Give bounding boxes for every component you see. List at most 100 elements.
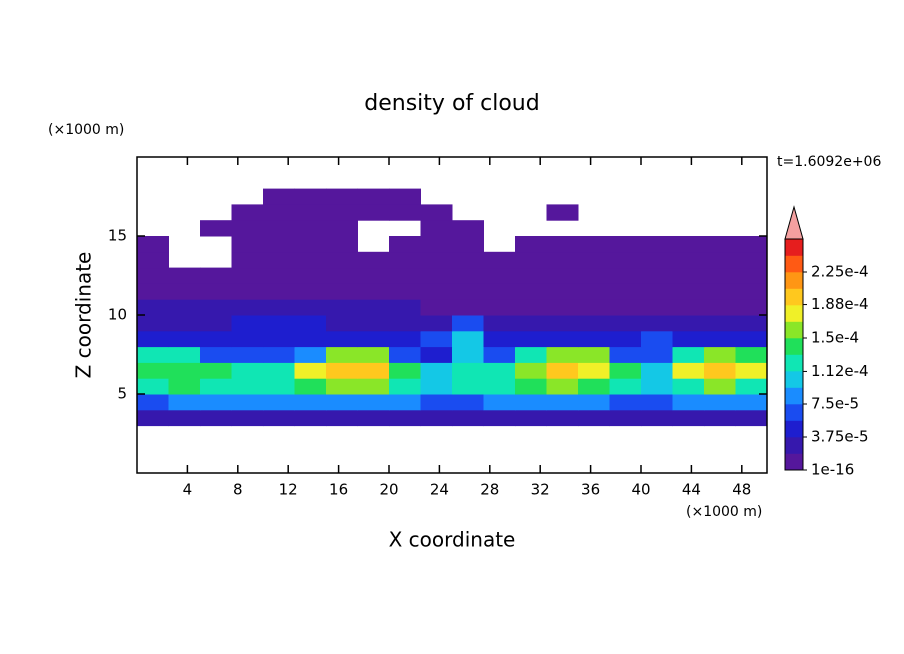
contour-cell (735, 315, 768, 332)
contour-cell (420, 299, 453, 316)
contour-cell (231, 220, 264, 237)
contour-cell (515, 394, 547, 411)
contour-cell (420, 236, 453, 253)
contour-cell (137, 251, 169, 269)
contour-cell (546, 299, 579, 316)
contour-cell (231, 409, 264, 427)
colorbar-band (785, 387, 803, 405)
contour-cell (704, 283, 736, 300)
contour-cell (357, 330, 390, 348)
contour-cell (357, 204, 390, 221)
y-tick-label: 10 (108, 306, 127, 324)
contour-cell (389, 409, 421, 427)
contour-cell (137, 283, 169, 300)
contour-cell (168, 346, 201, 363)
colorbar-tick-label: 1.88e-4 (811, 295, 869, 313)
contour-cell (452, 346, 484, 363)
contour-cell (578, 315, 610, 332)
contour-cell (546, 346, 579, 363)
x-axis-label: X coordinate (389, 528, 516, 552)
contour-cell (578, 409, 610, 427)
contour-cell (263, 220, 295, 237)
contour-cell (294, 330, 327, 348)
contour-cell (231, 330, 264, 348)
contour-cell (200, 299, 232, 316)
contour-cell (483, 330, 516, 348)
contour-cell (609, 362, 642, 379)
contour-cell (546, 378, 579, 395)
contour-cell (609, 409, 642, 427)
contour-cell (546, 251, 579, 269)
contour-cell (168, 378, 201, 395)
contour-cell (735, 283, 768, 300)
contour-cell (609, 299, 642, 316)
contour-cell (609, 378, 642, 395)
contour-cell (515, 299, 547, 316)
contour-cell (326, 188, 358, 205)
contour-cell (137, 315, 169, 332)
contour-cell (704, 299, 736, 316)
contour-cell (200, 409, 232, 427)
contour-cell (515, 251, 547, 269)
contour-cell (452, 378, 484, 395)
contour-cell (672, 362, 705, 379)
contour-cell (294, 362, 327, 379)
x-tick-label: 8 (233, 481, 243, 499)
contour-cell (326, 346, 358, 363)
contour-cell (263, 267, 295, 284)
contour-cell (546, 283, 579, 300)
contour-cell (420, 204, 453, 221)
contour-cell (609, 251, 642, 269)
contour-cell (546, 315, 579, 332)
contour-cell (389, 251, 421, 269)
contour-cell (263, 378, 295, 395)
x-tick-label: 40 (631, 481, 650, 499)
y-tick-label: 5 (117, 385, 127, 403)
contour-cell (263, 409, 295, 427)
contour-cell (546, 204, 579, 221)
contour-cell (452, 267, 484, 284)
contour-cell (200, 315, 232, 332)
contour-cell (263, 362, 295, 379)
contour-cell (641, 299, 673, 316)
contour-cell (641, 346, 673, 363)
colorbar-band (785, 437, 803, 454)
colorbar-band (785, 420, 803, 438)
colorbar-band (785, 321, 803, 339)
y-unit: (×1000 m) (48, 122, 124, 138)
x-tick-label: 24 (430, 481, 449, 499)
contour-cell (452, 315, 484, 332)
contour-cell (704, 267, 736, 284)
contour-cell (452, 299, 484, 316)
contour-cell (420, 378, 453, 395)
contour-cell (263, 315, 295, 332)
contour-cell (231, 251, 264, 269)
contour-cell (546, 394, 579, 411)
contour-cell (294, 394, 327, 411)
contour-cell (704, 409, 736, 427)
contour-cell (326, 204, 358, 221)
contour-cell (546, 362, 579, 379)
contour-cell (326, 267, 358, 284)
colorbar-tick-label: 1e-16 (811, 461, 854, 479)
colorbar-tick-label: 2.25e-4 (811, 263, 869, 281)
contour-cell (515, 346, 547, 363)
contour-cell (735, 394, 768, 411)
contour-cell (515, 362, 547, 379)
contour-cell (420, 315, 453, 332)
contour-cell (137, 409, 169, 427)
contour-cell (420, 251, 453, 269)
contour-cell (704, 378, 736, 395)
contour-cell (357, 346, 390, 363)
time-annotation: t=1.6092e+06 (777, 154, 881, 170)
colorbar-band (785, 354, 803, 372)
contour-cell (515, 315, 547, 332)
contour-cell (168, 330, 201, 348)
contour-cell (263, 236, 295, 253)
contour-cell (735, 362, 768, 379)
x-tick-label: 32 (531, 481, 550, 499)
colorbar-band (785, 338, 803, 355)
contour-cell (200, 267, 232, 284)
